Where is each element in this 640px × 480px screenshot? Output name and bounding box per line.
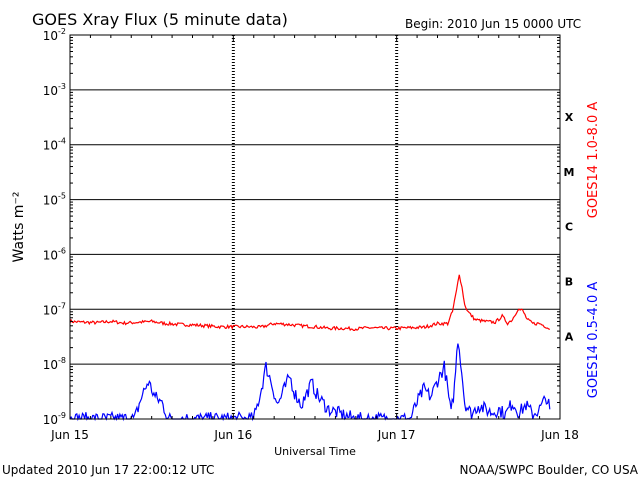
flare-class-label: M [564, 166, 575, 179]
legend-series-label: GOES14 1.0-8.0 A [586, 102, 601, 219]
flare-class-label: B [565, 276, 573, 289]
y-tick-label: 10-2 [43, 27, 66, 43]
footer-updated: Updated 2010 Jun 17 22:00:12 UTC [2, 463, 214, 477]
y-axis-label: Watts m⁻² [11, 192, 27, 263]
footer-credit: NOAA/SWPC Boulder, CO USA [460, 463, 639, 477]
grid-lines [70, 34, 560, 420]
y-tick-label: 10-5 [43, 192, 66, 208]
y-tick-label: 10-3 [43, 82, 66, 98]
y-tick-label: 10-9 [43, 411, 66, 427]
begin-label: Begin: 2010 Jun 15 0000 UTC [405, 17, 581, 31]
y-tick-label: 10-6 [43, 246, 66, 262]
x-tick-label: Jun 17 [377, 428, 416, 442]
chart-title: GOES Xray Flux (5 minute data) [32, 10, 288, 29]
flare-class-label: C [565, 221, 573, 234]
y-tick-label: 10-8 [43, 356, 66, 372]
series-line-short [69, 343, 551, 422]
x-tick-label: Jun 18 [540, 428, 579, 442]
flare-class-label: X [565, 111, 574, 124]
x-axis-label: Universal Time [274, 445, 356, 458]
y-tick-label: 10-4 [43, 137, 66, 153]
series-line-long [69, 274, 551, 332]
plot-frame [69, 34, 561, 420]
legend-series-label: GOES14 0.5-4.0 A [586, 282, 601, 399]
y-tick-label: 10-7 [43, 301, 66, 317]
flare-class-label: A [565, 330, 574, 343]
x-tick-label: Jun 16 [213, 428, 252, 442]
x-tick-label: Jun 15 [50, 428, 89, 442]
series-layer [69, 274, 551, 422]
